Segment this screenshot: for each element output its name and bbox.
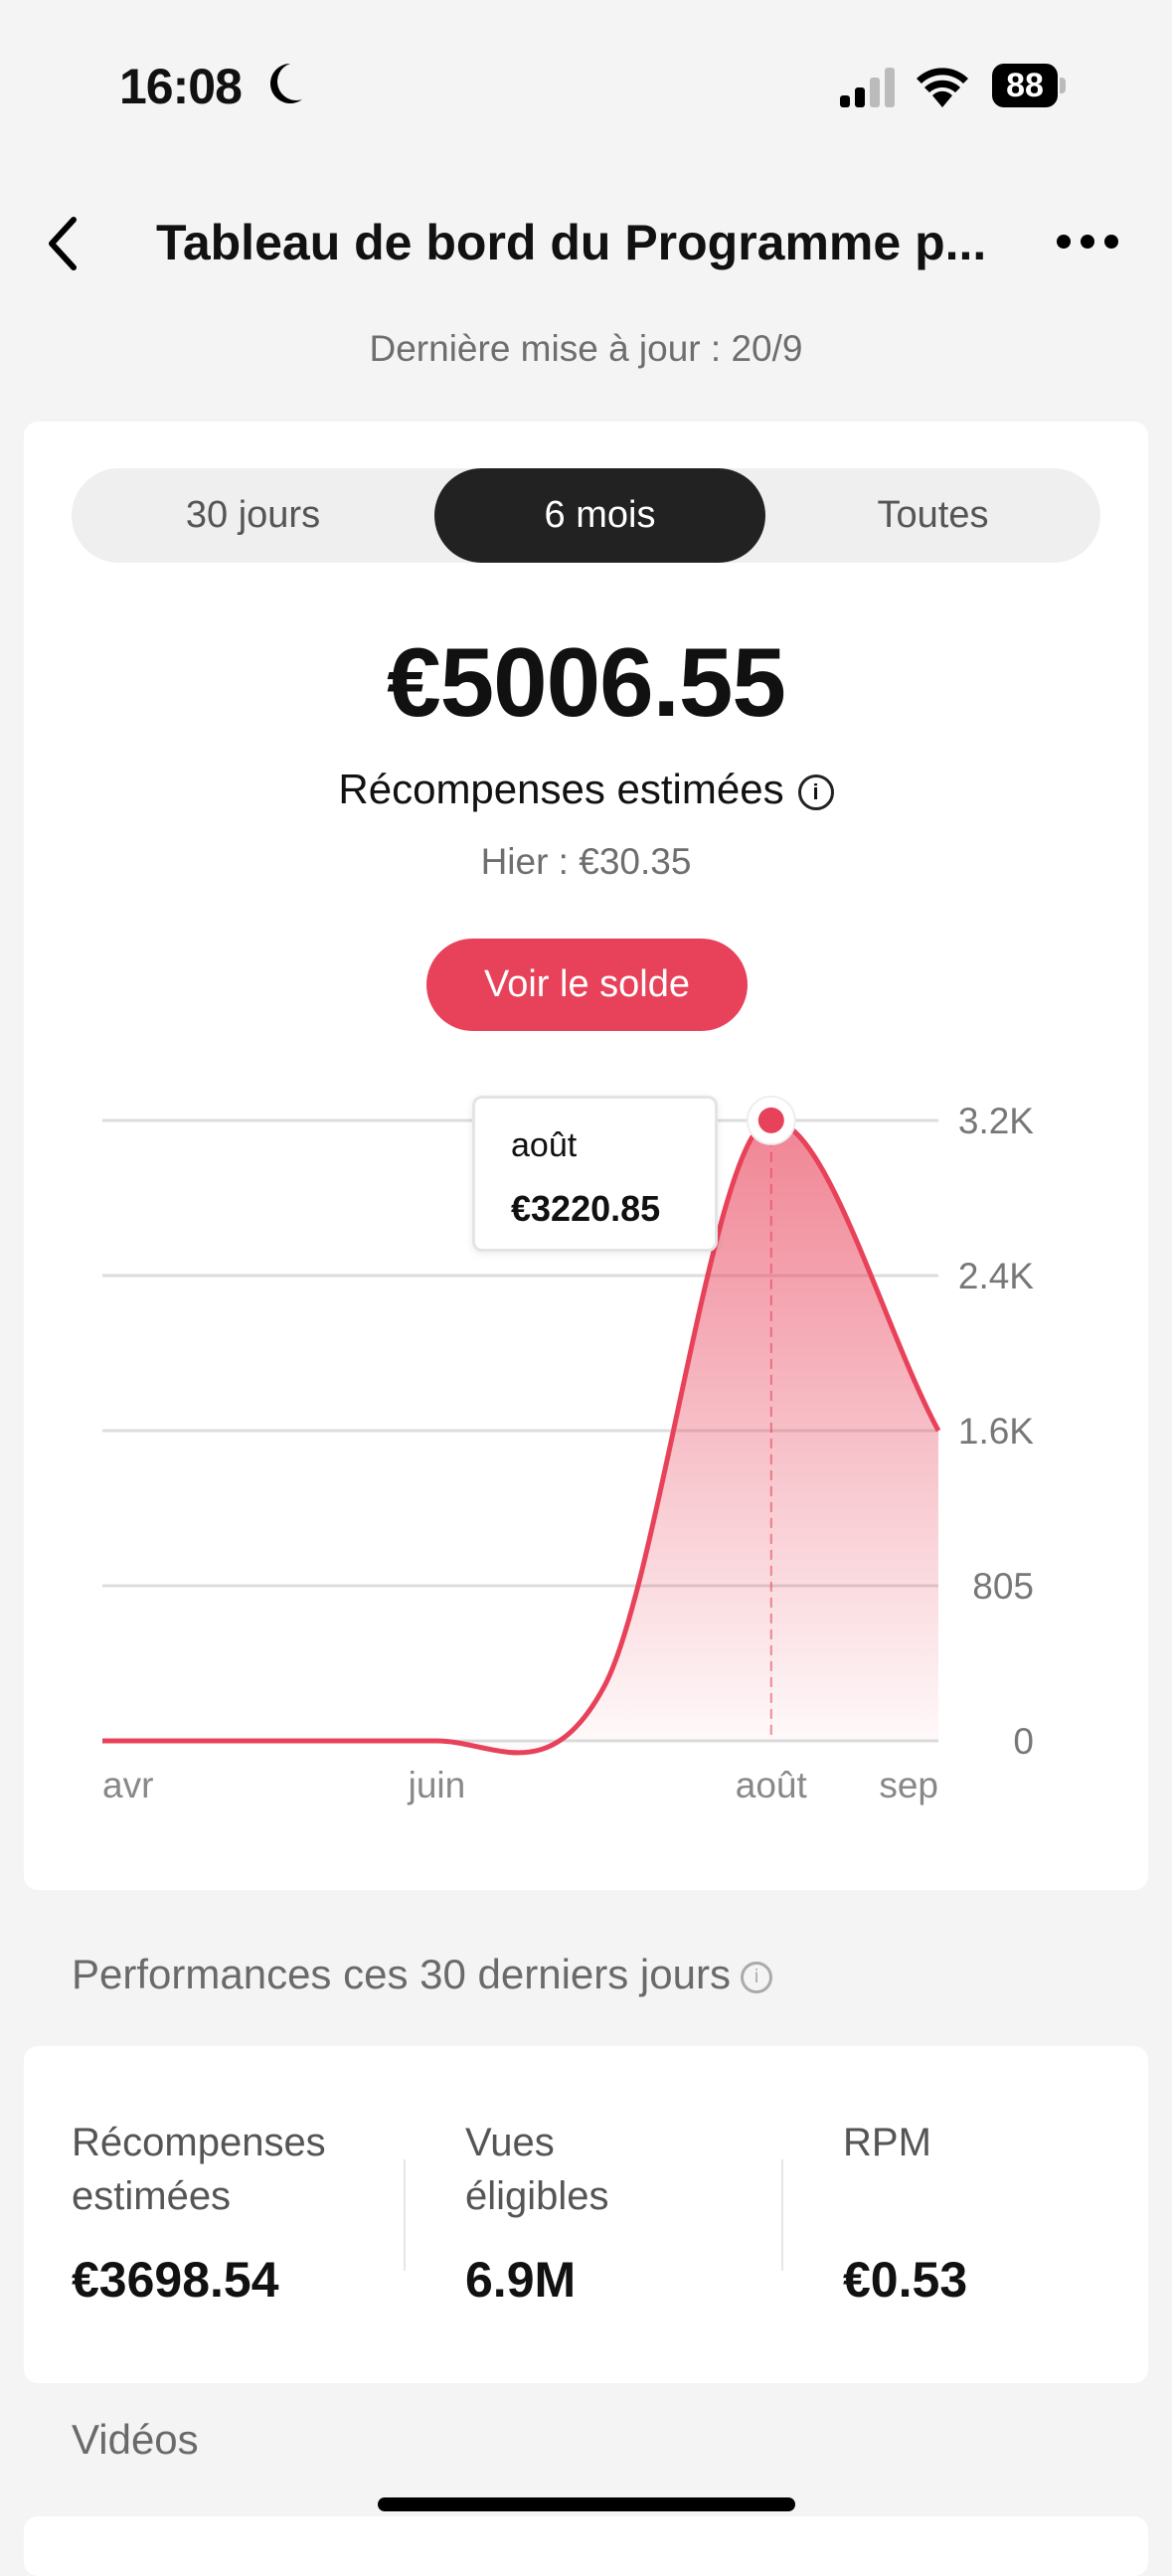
rewards-label: Récompenses estimées xyxy=(338,766,784,812)
metric-rpm: RPM €0.53 xyxy=(843,2116,967,2309)
performance-title-row: Performances ces 30 derniers jours i xyxy=(72,1951,772,1998)
metric-label xyxy=(843,2169,967,2223)
status-time: 16:08 xyxy=(119,59,243,114)
videos-card xyxy=(24,2516,1148,2576)
divider xyxy=(781,2159,783,2271)
performance-title: Performances ces 30 derniers jours xyxy=(72,1951,731,1997)
metric-value: 6.9M xyxy=(465,2252,577,2308)
period-segmented-control: 30 jours 6 mois Toutes xyxy=(72,468,1100,563)
battery-icon: 88 xyxy=(992,64,1058,107)
info-icon[interactable]: i xyxy=(740,1961,772,1993)
metric-value: €3698.54 xyxy=(72,2252,279,2308)
tab-all[interactable]: Toutes xyxy=(877,494,989,536)
view-balance-button[interactable]: Voir le solde xyxy=(426,939,748,1031)
metric-rewards: Récompenses estimées €3698.54 xyxy=(72,2116,326,2309)
signal-icon xyxy=(840,68,895,107)
tab-30-days[interactable]: 30 jours xyxy=(185,494,321,536)
performance-card xyxy=(24,2046,1148,2383)
chart-tooltip: août €3220.85 xyxy=(472,1096,718,1252)
page-title: Tableau de bord du Programme p... xyxy=(156,215,987,270)
tab-6-months[interactable]: 6 mois xyxy=(434,468,765,563)
metric-label: Récompenses xyxy=(72,2121,326,2164)
last-updated-text: Dernière mise à jour : 20/9 xyxy=(369,328,803,369)
yesterday-rewards: Hier : €30.35 xyxy=(480,841,692,882)
metric-value: €0.53 xyxy=(843,2252,968,2308)
total-rewards-amount: €5006.55 xyxy=(387,627,786,737)
metric-label: estimées xyxy=(72,2174,232,2218)
battery-nub xyxy=(1060,78,1066,93)
more-horizontal-icon[interactable] xyxy=(1056,231,1119,253)
metric-label: Vues xyxy=(465,2121,555,2164)
rewards-label-row: Récompenses estimées i xyxy=(0,766,1172,813)
wifi-icon xyxy=(917,68,968,107)
metric-views: Vues éligibles 6.9M xyxy=(465,2116,609,2309)
videos-title: Vidéos xyxy=(72,2416,199,2463)
info-icon[interactable]: i xyxy=(797,773,834,810)
tooltip-value: €3220.85 xyxy=(511,1188,661,1229)
metric-label: RPM xyxy=(843,2121,931,2164)
moon-icon xyxy=(270,64,302,103)
home-indicator[interactable] xyxy=(378,2497,795,2511)
tooltip-month: août xyxy=(511,1126,578,1164)
metric-label: éligibles xyxy=(465,2174,609,2218)
chevron-left-icon[interactable] xyxy=(40,214,84,273)
divider xyxy=(404,2159,406,2271)
